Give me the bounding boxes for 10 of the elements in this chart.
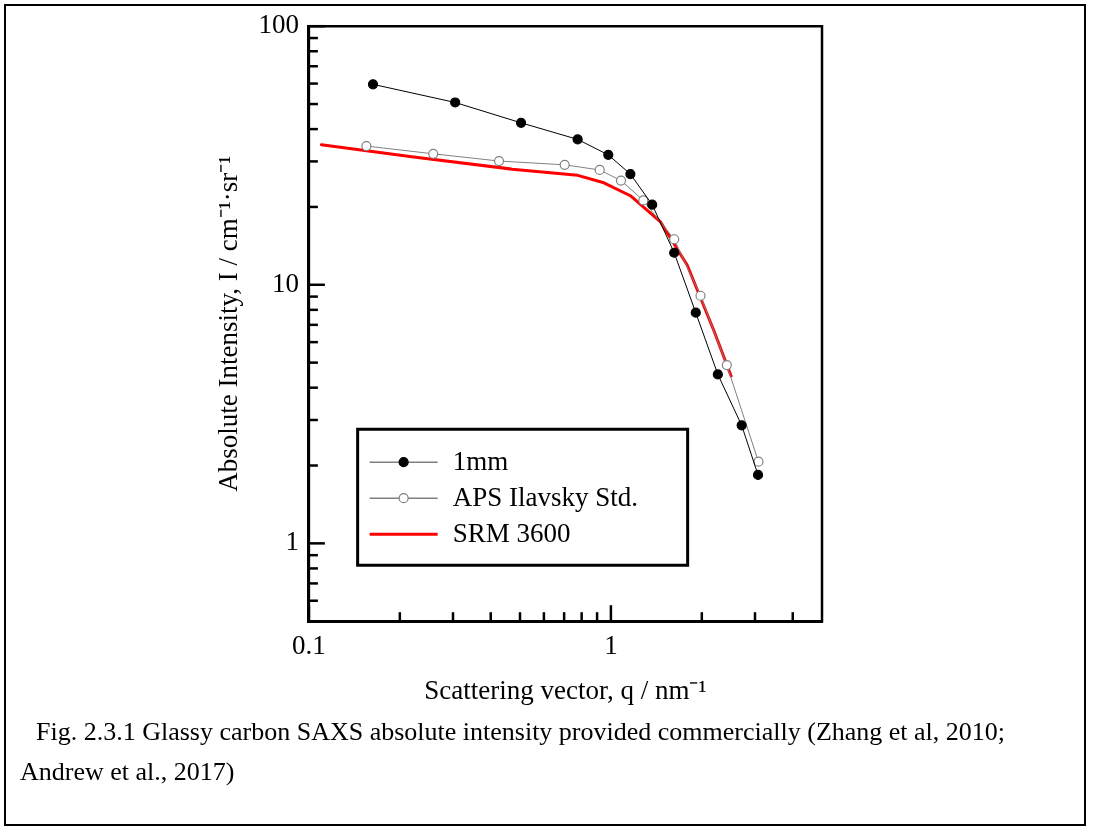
y-tick-label: 1	[285, 526, 299, 557]
caption: Fig. 2.3.1 Glassy carbon SAXS absolute intensity provided commercially (Zhang et al, 2010; Andrew et al., 2017)	[20, 716, 1007, 788]
y-tick-label: 100	[258, 9, 299, 40]
legend-label: APS Ilavsky Std.	[452, 482, 638, 513]
y-axis-title: Absolute Intensity, I / cm⁻¹·sr⁻¹	[213, 155, 244, 492]
x-tick-label: 0.1	[292, 630, 326, 661]
legend-label: SRM 3600	[452, 518, 571, 549]
x-axis-title: Scattering vector, q / nm⁻¹	[424, 674, 707, 705]
y-tick-label: 10	[271, 267, 299, 298]
legend-label: 1mm	[452, 446, 509, 477]
